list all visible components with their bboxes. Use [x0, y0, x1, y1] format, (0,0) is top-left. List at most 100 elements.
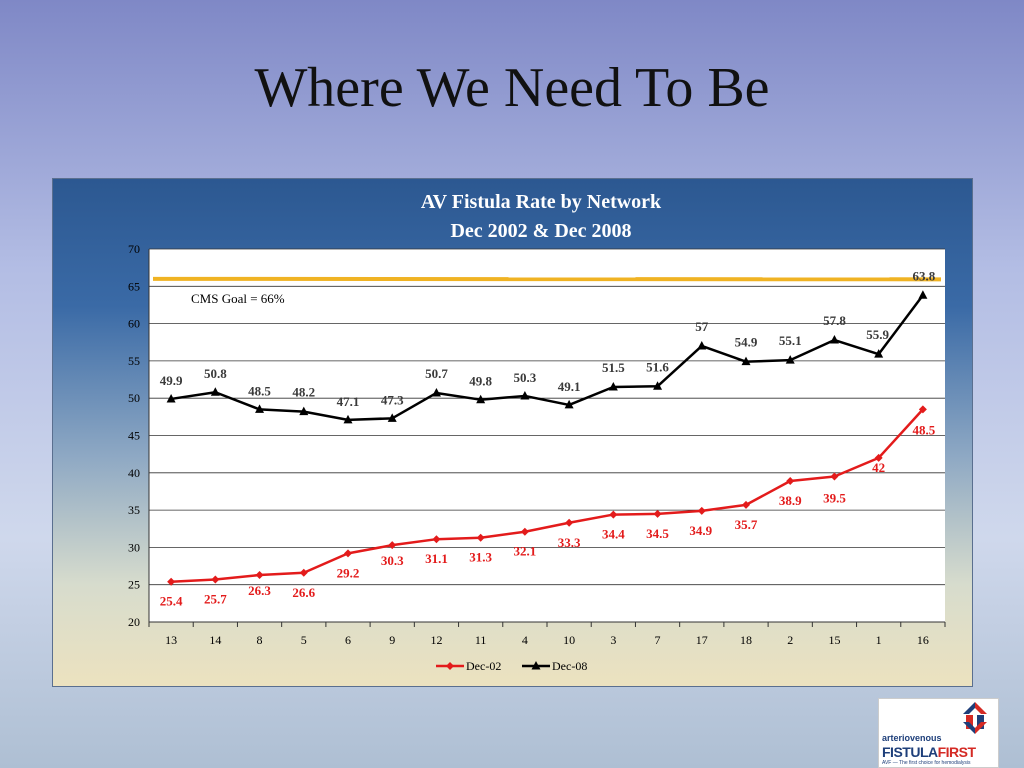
data-label: 33.3 — [558, 535, 581, 550]
point-Dec-08-6 — [343, 414, 353, 424]
point-Dec-08-1 — [874, 349, 884, 358]
point-Dec-08-14 — [210, 387, 220, 396]
data-label: 55.1 — [779, 333, 802, 348]
point-Dec-02-3 — [609, 510, 618, 519]
data-label: 34.5 — [646, 526, 669, 541]
logo-tagline: AVF — The first choice for hemodialysis — [882, 760, 971, 766]
y-tick-label: 55 — [128, 354, 140, 368]
data-label: 38.9 — [779, 493, 802, 508]
y-tick-label: 50 — [128, 391, 140, 405]
logo-text-line1: arteriovenous — [882, 733, 942, 743]
y-tick-label: 35 — [128, 503, 140, 517]
point-Dec-08-13 — [166, 393, 176, 403]
point-Dec-02-4 — [520, 527, 529, 536]
x-tick-label: 4 — [522, 633, 528, 647]
point-Dec-08-12 — [431, 387, 441, 397]
x-tick-label: 9 — [389, 633, 395, 647]
point-Dec-08-5 — [299, 406, 309, 416]
legend: Dec-02 Dec-08 — [436, 659, 587, 673]
data-label: 31.3 — [469, 550, 492, 565]
x-tick-label: 14 — [209, 633, 221, 647]
data-label: 32.1 — [514, 544, 537, 559]
data-label: 34.4 — [602, 527, 625, 542]
goal-label: CMS Goal = 66% — [191, 291, 285, 306]
point-Dec-02-6 — [344, 549, 352, 558]
data-label: 57.8 — [823, 313, 846, 328]
x-tick-label: 3 — [610, 633, 616, 647]
point-Dec-02-1 — [874, 453, 883, 462]
x-tick-label: 16 — [917, 633, 929, 647]
data-label: 35.7 — [735, 517, 758, 532]
point-Dec-08-17 — [697, 340, 707, 350]
legend-label-Dec-02: Dec-02 — [466, 659, 501, 673]
data-label: 51.6 — [646, 359, 669, 374]
point-Dec-02-5 — [299, 568, 308, 577]
logo-first: FIRST — [937, 744, 976, 760]
fistula-first-logo: arteriovenous FISTULAFIRST AVF — The fir… — [878, 698, 999, 768]
goal-line: CMS Goal = 66% — [152, 276, 942, 306]
x-tick-label: 8 — [257, 633, 263, 647]
y-tick-label: 70 — [128, 242, 140, 256]
legend-marker-Dec-08 — [531, 661, 541, 670]
point-Dec-08-15 — [829, 335, 839, 344]
data-label: 51.5 — [602, 360, 625, 375]
point-Dec-08-11 — [476, 394, 486, 404]
point-Dec-02-11 — [476, 533, 485, 542]
data-label: 47.1 — [337, 394, 360, 409]
series — [166, 290, 928, 586]
x-tick-label: 18 — [740, 633, 752, 647]
point-Dec-02-16 — [918, 405, 927, 414]
point-Dec-02-9 — [388, 541, 397, 550]
data-label: 31.1 — [425, 551, 448, 566]
chart-panel: AV Fistula Rate by Network Dec 2002 & De… — [52, 178, 973, 687]
point-Dec-08-10 — [564, 399, 574, 409]
y-tick-label: 25 — [128, 578, 140, 592]
data-label: 26.6 — [292, 585, 315, 600]
point-Dec-02-13 — [167, 577, 176, 586]
data-label: 34.9 — [689, 523, 712, 538]
y-tick-label: 65 — [128, 279, 140, 293]
data-label: 50.8 — [204, 366, 227, 381]
series-line-Dec-08 — [170, 294, 924, 422]
data-label: 39.5 — [823, 491, 846, 506]
data-label: 47.3 — [381, 392, 404, 407]
legend-marker-Dec-02 — [446, 662, 454, 670]
x-tick-label: 17 — [696, 633, 708, 647]
point-Dec-02-15 — [830, 472, 839, 481]
y-tick-label: 45 — [128, 429, 140, 443]
x-tick-label: 12 — [430, 633, 442, 647]
point-Dec-08-4 — [520, 390, 530, 400]
data-label: 49.9 — [160, 373, 183, 388]
x-tick-label: 11 — [475, 633, 487, 647]
x-tick-label: 13 — [165, 633, 177, 647]
point-Dec-08-16 — [918, 290, 928, 299]
series-line-Dec-02 — [171, 408, 924, 583]
data-label: 55.9 — [866, 327, 889, 342]
data-label: 63.8 — [913, 268, 936, 283]
data-label: 26.3 — [248, 583, 271, 598]
x-tick-label: 6 — [345, 633, 351, 647]
chart: AV Fistula Rate by Network Dec 2002 & De… — [128, 191, 946, 673]
x-tick-label: 2 — [787, 633, 793, 647]
series-Dec-08 — [166, 290, 928, 424]
chart-subtitle: Dec 2002 & Dec 2008 — [450, 220, 631, 242]
point-Dec-08-9 — [387, 413, 397, 422]
logo-fistula: FISTULA — [882, 744, 938, 760]
point-Dec-02-14 — [211, 575, 220, 584]
data-label: 48.2 — [292, 385, 315, 400]
data-label: 42 — [872, 460, 885, 475]
point-Dec-08-8 — [255, 404, 265, 413]
chart-title: AV Fistula Rate by Network — [421, 191, 662, 213]
data-label: 57 — [695, 319, 709, 334]
grid-lines — [149, 248, 945, 623]
logo-text-line2: FISTULAFIRST — [882, 744, 976, 760]
data-label: 25.7 — [204, 591, 227, 606]
data-label: 30.3 — [381, 553, 404, 568]
x-tick-label: 15 — [828, 633, 840, 647]
data-label: 50.3 — [514, 370, 537, 385]
data-label: 54.9 — [735, 335, 758, 350]
point-Dec-08-3 — [608, 382, 618, 391]
data-label: 50.7 — [425, 366, 448, 381]
point-Dec-02-7 — [653, 509, 662, 518]
